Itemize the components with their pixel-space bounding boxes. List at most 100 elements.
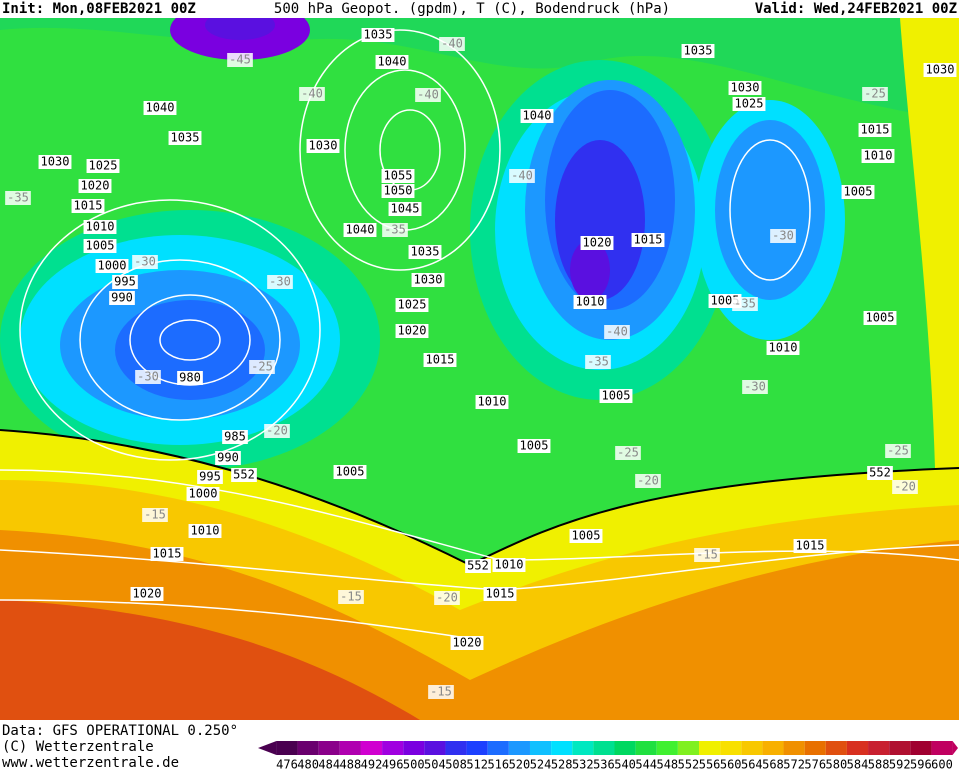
isobar-label-box <box>188 524 222 538</box>
colorbar-label: 552 <box>678 758 700 771</box>
temperature-label: -45 <box>229 53 251 67</box>
isobar-label-box <box>215 451 241 465</box>
colorbar-swatch <box>445 741 467 755</box>
temperature-label: -15 <box>340 590 362 604</box>
colorbar-swatch <box>741 741 763 755</box>
isobar-label: 1010 <box>86 220 115 234</box>
isobar-label: 1005 <box>844 185 873 199</box>
isobar-label-box <box>520 109 554 123</box>
colorbar-swatch <box>804 741 826 755</box>
isobar-label: 1005 <box>866 311 895 325</box>
copyright: (C) Wetterzentrale <box>2 739 154 755</box>
isobar-label-box <box>923 63 957 77</box>
temperature-label-box <box>264 424 290 438</box>
colorbar-swatch <box>614 741 636 755</box>
isobar-label: 1015 <box>426 353 455 367</box>
isobar-label: 1015 <box>634 233 663 247</box>
isobar-label-box <box>580 236 614 250</box>
temperature-label-box <box>132 255 158 269</box>
colorbar-label: 580 <box>826 758 848 771</box>
temperature-label-box <box>742 380 768 394</box>
isobar-label-box <box>517 439 551 453</box>
colorbar-label: 560 <box>720 758 742 771</box>
colorbar-swatch <box>677 741 700 755</box>
colorbar-swatch <box>276 741 298 755</box>
isobar-label: 1040 <box>146 101 175 115</box>
colorbar-swatch <box>360 741 383 755</box>
colorbar-label: 520 <box>509 758 531 771</box>
header-bar <box>0 0 959 18</box>
isobar-label-box <box>863 311 897 325</box>
isobar-label: 1035 <box>364 28 393 42</box>
colorbar-swatch <box>889 741 911 755</box>
temperature-label-box <box>338 590 364 604</box>
temperature-label: -25 <box>617 446 639 460</box>
colorbar-swatch <box>762 741 784 755</box>
temperature-label: -15 <box>696 548 718 562</box>
colorbar-label: 576 <box>804 758 826 771</box>
temperature-label-box <box>415 88 441 102</box>
colorbar-swatch <box>466 741 488 755</box>
isobar-label: 980 <box>179 371 201 385</box>
temperature-label: -25 <box>251 360 273 374</box>
colorbar-swatch <box>931 741 953 755</box>
temperature-label: -35 <box>7 191 29 205</box>
isobar-label: 1010 <box>191 524 220 538</box>
isobar-label: 1010 <box>576 295 605 309</box>
isobar-label-box <box>112 275 138 289</box>
temperature-label-box <box>428 685 454 699</box>
isobar-label-box <box>375 55 409 69</box>
isobar-label-box <box>423 353 457 367</box>
colorbar-label: 572 <box>783 758 805 771</box>
temperature-label-box <box>732 297 758 311</box>
colorbar-label: 492 <box>361 758 383 771</box>
temperature-label: -30 <box>269 275 291 289</box>
isobar-label: 1015 <box>153 547 182 561</box>
valid-time: Valid: Wed,24FEB2021 00Z <box>755 1 957 17</box>
isobar-label: 1020 <box>453 636 482 650</box>
isobar-label-box <box>861 149 895 163</box>
isobar-label: 1045 <box>391 202 420 216</box>
isobar-label: 1015 <box>796 539 825 553</box>
temperature-label: -40 <box>441 37 463 51</box>
isobar-label-box <box>483 587 517 601</box>
temperature-label: -40 <box>606 325 628 339</box>
colorbar-swatch <box>635 741 657 755</box>
colorbar-swatch <box>487 741 509 755</box>
colorbar-label: 528 <box>551 758 573 771</box>
temperature-label: -20 <box>436 591 458 605</box>
colorbar-swatch <box>720 741 742 755</box>
colorbar-label: 500 <box>403 758 425 771</box>
isobar-label-box <box>395 298 429 312</box>
colorbar-label: 504 <box>424 758 446 771</box>
temperature-label: -25 <box>887 444 909 458</box>
temperature-label: -30 <box>772 229 794 243</box>
colorbar-label: 536 <box>593 758 615 771</box>
isobar-label-box <box>728 81 762 95</box>
temperature-label-box <box>694 548 720 562</box>
temperature-label: -40 <box>417 88 439 102</box>
isobar-label: 1005 <box>572 529 601 543</box>
temperature-label-box <box>509 169 535 183</box>
isobar-label: 1025 <box>398 298 427 312</box>
isobar-label-box <box>450 636 484 650</box>
isobar-label-box <box>150 547 184 561</box>
isobar-label: 1000 <box>189 487 218 501</box>
isobar-label: 1035 <box>411 245 440 259</box>
temperature-label-box <box>585 355 611 369</box>
temperature-label-box <box>770 229 796 243</box>
isobar-label-box <box>732 97 766 111</box>
isobar-label-box <box>38 155 72 169</box>
isobar-label: 1055 <box>384 169 413 183</box>
isobar-label-box <box>766 341 800 355</box>
isobar-label: 1015 <box>861 123 890 137</box>
isobar-label-box <box>492 558 526 572</box>
isobar-label: 1030 <box>926 63 955 77</box>
isobar-label-box <box>411 273 445 287</box>
colorbar-label: 488 <box>340 758 362 771</box>
colorbar-label: 556 <box>699 758 721 771</box>
isobar-label-box <box>83 220 117 234</box>
colorbar-swatch <box>656 741 678 755</box>
map-background <box>0 0 959 720</box>
colorbar-label: 584 <box>847 758 869 771</box>
